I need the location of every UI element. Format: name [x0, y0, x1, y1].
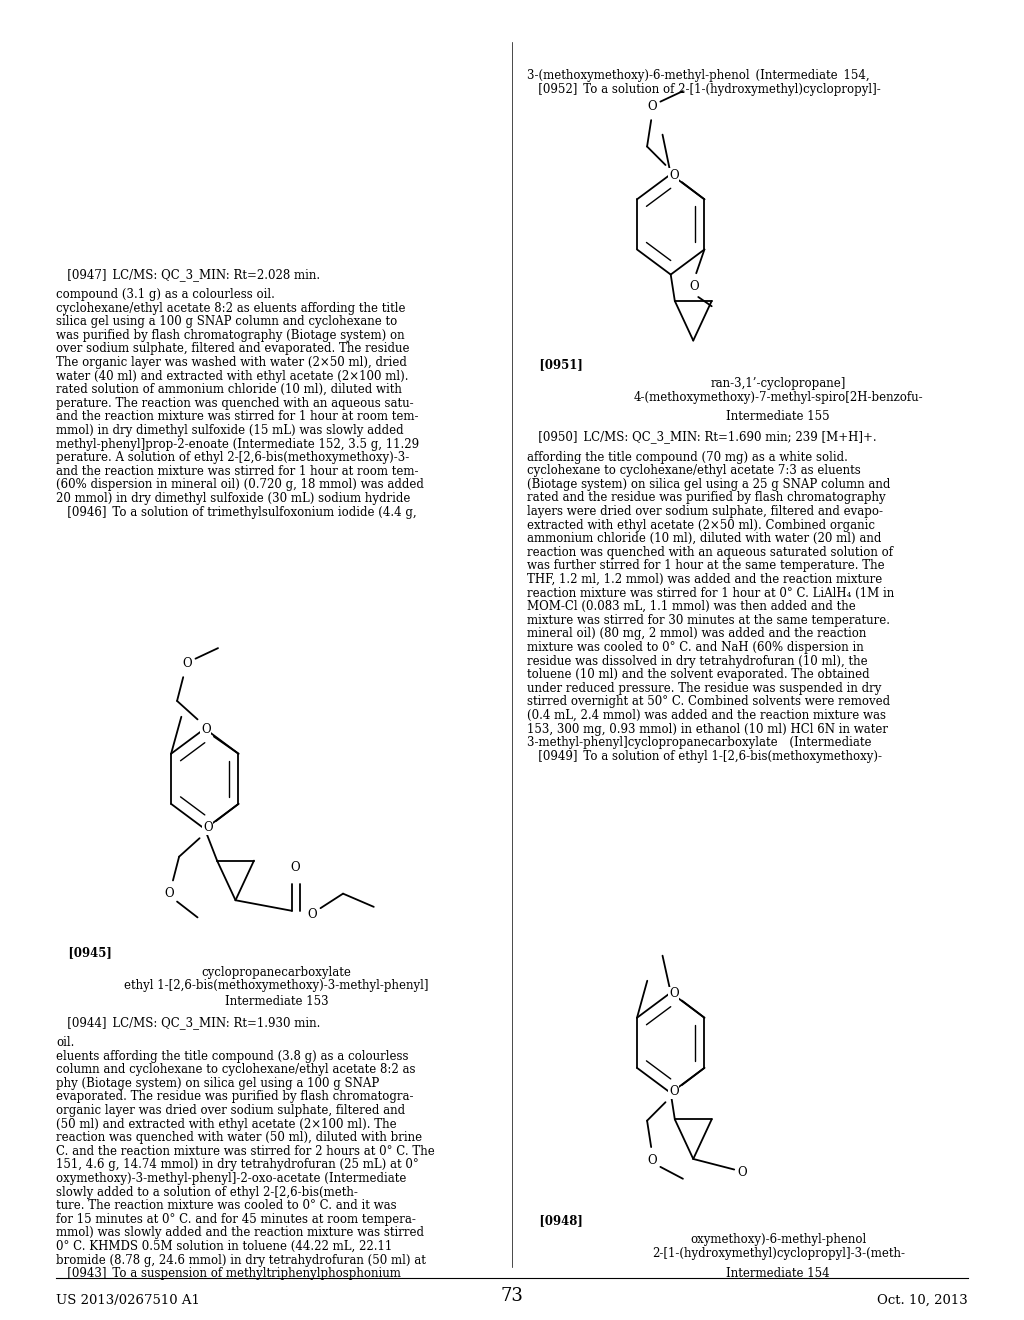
Text: [0949] To a solution of ethyl 1-[2,6-bis(methoxymethoxy)-: [0949] To a solution of ethyl 1-[2,6-bis…: [527, 750, 883, 763]
Text: THF, 1.2 ml, 1.2 mmol) was added and the reaction mixture: THF, 1.2 ml, 1.2 mmol) was added and the…: [527, 573, 883, 586]
Text: O: O: [164, 887, 174, 900]
Text: and the reaction mixture was stirred for 1 hour at room tem-: and the reaction mixture was stirred for…: [56, 411, 419, 424]
Text: (60% dispersion in mineral oil) (0.720 g, 18 mmol) was added: (60% dispersion in mineral oil) (0.720 g…: [56, 478, 424, 491]
Text: [0945]: [0945]: [56, 946, 113, 960]
Text: 2-[1-(hydroxymethyl)cyclopropyl]-3-(meth-: 2-[1-(hydroxymethyl)cyclopropyl]-3-(meth…: [651, 1247, 905, 1259]
Text: [0943] To a suspension of methyltriphenylphosphonium: [0943] To a suspension of methyltripheny…: [56, 1267, 401, 1280]
Text: Intermediate 155: Intermediate 155: [726, 411, 830, 422]
Text: rated solution of ammonium chloride (10 ml), diluted with: rated solution of ammonium chloride (10 …: [56, 383, 402, 396]
Text: column and cyclohexane to cyclohexane/ethyl acetate 8:2 as: column and cyclohexane to cyclohexane/et…: [56, 1064, 416, 1076]
Text: mineral oil) (80 mg, 2 mmol) was added and the reaction: mineral oil) (80 mg, 2 mmol) was added a…: [527, 627, 866, 640]
Text: (Biotage system) on silica gel using a 25 g SNAP column and: (Biotage system) on silica gel using a 2…: [527, 478, 891, 491]
Text: 0° C. KHMDS 0.5M solution in toluene (44.22 mL, 22.11: 0° C. KHMDS 0.5M solution in toluene (44…: [56, 1239, 392, 1253]
Text: phy (Biotage system) on silica gel using a 100 g SNAP: phy (Biotage system) on silica gel using…: [56, 1077, 380, 1090]
Text: Oct. 10, 2013: Oct. 10, 2013: [877, 1294, 968, 1307]
Text: O: O: [290, 861, 300, 874]
Text: layers were dried over sodium sulphate, filtered and evapo-: layers were dried over sodium sulphate, …: [527, 506, 884, 517]
Text: [0946] To a solution of trimethylsulfoxonium iodide (4.4 g,: [0946] To a solution of trimethylsulfoxo…: [56, 506, 417, 519]
Text: O: O: [201, 723, 211, 737]
Text: and the reaction mixture was stirred for 1 hour at room tem-: and the reaction mixture was stirred for…: [56, 465, 419, 478]
Text: [0951]: [0951]: [527, 359, 584, 371]
Text: Intermediate 154: Intermediate 154: [726, 1267, 830, 1280]
Text: ture. The reaction mixture was cooled to 0° C. and it was: ture. The reaction mixture was cooled to…: [56, 1200, 397, 1212]
Text: mixture was cooled to 0° C. and NaH (60% dispersion in: mixture was cooled to 0° C. and NaH (60%…: [527, 642, 864, 653]
Text: methyl-phenyl]prop-2-enoate (Intermediate 152, 3.5 g, 11.29: methyl-phenyl]prop-2-enoate (Intermediat…: [56, 438, 420, 450]
Text: rated and the residue was purified by flash chromatography: rated and the residue was purified by fl…: [527, 491, 886, 504]
Text: reaction was quenched with an aqueous saturated solution of: reaction was quenched with an aqueous sa…: [527, 546, 893, 558]
Text: O: O: [737, 1166, 748, 1179]
Text: mmol) in dry dimethyl sulfoxide (15 mL) was slowly added: mmol) in dry dimethyl sulfoxide (15 mL) …: [56, 424, 403, 437]
Text: cyclohexane to cyclohexane/ethyl acetate 7:3 as eluents: cyclohexane to cyclohexane/ethyl acetate…: [527, 465, 861, 478]
Text: 73: 73: [501, 1287, 523, 1305]
Text: oxymethoxy)-6-methyl-phenol: oxymethoxy)-6-methyl-phenol: [690, 1233, 866, 1246]
Text: (0.4 mL, 2.4 mmol) was added and the reaction mixture was: (0.4 mL, 2.4 mmol) was added and the rea…: [527, 709, 887, 722]
Text: O: O: [689, 280, 699, 293]
Text: stirred overnight at 50° C. Combined solvents were removed: stirred overnight at 50° C. Combined sol…: [527, 696, 891, 709]
Text: residue was dissolved in dry tetrahydrofuran (10 ml), the: residue was dissolved in dry tetrahydrof…: [527, 655, 868, 668]
Text: 153, 300 mg, 0.93 mmol) in ethanol (10 ml) HCl 6N in water: 153, 300 mg, 0.93 mmol) in ethanol (10 m…: [527, 722, 889, 735]
Text: O: O: [182, 657, 193, 671]
Text: MOM-Cl (0.083 mL, 1.1 mmol) was then added and the: MOM-Cl (0.083 mL, 1.1 mmol) was then add…: [527, 601, 856, 614]
Text: ran-3,1’-cyclopropane]: ran-3,1’-cyclopropane]: [711, 378, 846, 391]
Text: 151, 4.6 g, 14.74 mmol) in dry tetrahydrofuran (25 mL) at 0°: 151, 4.6 g, 14.74 mmol) in dry tetrahydr…: [56, 1159, 419, 1171]
Text: water (40 ml) and extracted with ethyl acetate (2×100 ml).: water (40 ml) and extracted with ethyl a…: [56, 370, 409, 383]
Text: cyclopropanecarboxylate: cyclopropanecarboxylate: [202, 965, 351, 978]
Text: affording the title compound (70 mg) as a white solid.: affording the title compound (70 mg) as …: [527, 450, 848, 463]
Text: reaction was quenched with water (50 ml), diluted with brine: reaction was quenched with water (50 ml)…: [56, 1131, 423, 1144]
Text: 3-methyl-phenyl]cyclopropanecarboxylate  (Intermediate: 3-methyl-phenyl]cyclopropanecarboxylate …: [527, 737, 871, 750]
Text: ethyl 1-[2,6-bis(methoxymethoxy)-3-methyl-phenyl]: ethyl 1-[2,6-bis(methoxymethoxy)-3-methy…: [124, 979, 429, 993]
Text: organic layer was dried over sodium sulphate, filtered and: organic layer was dried over sodium sulp…: [56, 1104, 406, 1117]
Text: perature. A solution of ethyl 2-[2,6-bis(methoxymethoxy)-3-: perature. A solution of ethyl 2-[2,6-bis…: [56, 451, 410, 465]
Text: [0947] LC/MS: QC_3_MIN: Rt=2.028 min.: [0947] LC/MS: QC_3_MIN: Rt=2.028 min.: [56, 268, 321, 281]
Text: evaporated. The residue was purified by flash chromatogra-: evaporated. The residue was purified by …: [56, 1090, 414, 1104]
Text: O: O: [307, 908, 317, 921]
Text: C. and the reaction mixture was stirred for 2 hours at 0° C. The: C. and the reaction mixture was stirred …: [56, 1144, 435, 1158]
Text: bromide (8.78 g, 24.6 mmol) in dry tetrahydrofuran (50 ml) at: bromide (8.78 g, 24.6 mmol) in dry tetra…: [56, 1254, 426, 1267]
Text: O: O: [647, 1154, 657, 1167]
Text: oxymethoxy)-3-methyl-phenyl]-2-oxo-acetate (Intermediate: oxymethoxy)-3-methyl-phenyl]-2-oxo-aceta…: [56, 1172, 407, 1185]
Text: 20 mmol) in dry dimethyl sulfoxide (30 mL) sodium hydride: 20 mmol) in dry dimethyl sulfoxide (30 m…: [56, 492, 411, 506]
Text: ammonium chloride (10 ml), diluted with water (20 ml) and: ammonium chloride (10 ml), diluted with …: [527, 532, 882, 545]
Text: toluene (10 ml) and the solvent evaporated. The obtained: toluene (10 ml) and the solvent evaporat…: [527, 668, 870, 681]
Text: O: O: [203, 821, 213, 834]
Text: over sodium sulphate, filtered and evaporated. The residue: over sodium sulphate, filtered and evapo…: [56, 342, 410, 355]
Text: Intermediate 153: Intermediate 153: [224, 995, 329, 1008]
Text: (50 ml) and extracted with ethyl acetate (2×100 ml). The: (50 ml) and extracted with ethyl acetate…: [56, 1118, 397, 1131]
Text: O: O: [669, 169, 679, 182]
Text: mmol) was slowly added and the reaction mixture was stirred: mmol) was slowly added and the reaction …: [56, 1226, 424, 1239]
Text: 3-(methoxymethoxy)-6-methyl-phenol (Intermediate 154,: 3-(methoxymethoxy)-6-methyl-phenol (Inte…: [527, 69, 870, 82]
Text: cyclohexane/ethyl acetate 8:2 as eluents affording the title: cyclohexane/ethyl acetate 8:2 as eluents…: [56, 302, 406, 314]
Text: O: O: [669, 987, 679, 1001]
Text: O: O: [669, 1085, 679, 1098]
Text: slowly added to a solution of ethyl 2-[2,6-bis(meth-: slowly added to a solution of ethyl 2-[2…: [56, 1185, 358, 1199]
Text: for 15 minutes at 0° C. and for 45 minutes at room tempera-: for 15 minutes at 0° C. and for 45 minut…: [56, 1213, 416, 1226]
Text: compound (3.1 g) as a colourless oil.: compound (3.1 g) as a colourless oil.: [56, 288, 275, 301]
Text: [0950] LC/MS: QC_3_MIN: Rt=1.690 min; 239 [M+H]+.: [0950] LC/MS: QC_3_MIN: Rt=1.690 min; 23…: [527, 430, 877, 444]
Text: was purified by flash chromatography (Biotage system) on: was purified by flash chromatography (Bi…: [56, 329, 404, 342]
Text: [0952] To a solution of 2-[1-(hydroxymethyl)cyclopropyl]-: [0952] To a solution of 2-[1-(hydroxymet…: [527, 83, 881, 96]
Text: was further stirred for 1 hour at the same temperature. The: was further stirred for 1 hour at the sa…: [527, 560, 885, 573]
Text: perature. The reaction was quenched with an aqueous satu-: perature. The reaction was quenched with…: [56, 397, 414, 409]
Text: eluents affording the title compound (3.8 g) as a colourless: eluents affording the title compound (3.…: [56, 1049, 409, 1063]
Text: extracted with ethyl acetate (2×50 ml). Combined organic: extracted with ethyl acetate (2×50 ml). …: [527, 519, 876, 532]
Text: [0944] LC/MS: QC_3_MIN: Rt=1.930 min.: [0944] LC/MS: QC_3_MIN: Rt=1.930 min.: [56, 1016, 321, 1028]
Text: The organic layer was washed with water (2×50 ml), dried: The organic layer was washed with water …: [56, 356, 408, 370]
Text: mixture was stirred for 30 minutes at the same temperature.: mixture was stirred for 30 minutes at th…: [527, 614, 890, 627]
Text: under reduced pressure. The residue was suspended in dry: under reduced pressure. The residue was …: [527, 682, 882, 694]
Text: reaction mixture was stirred for 1 hour at 0° C. LiAlH₄ (1M in: reaction mixture was stirred for 1 hour …: [527, 586, 895, 599]
Text: silica gel using a 100 g SNAP column and cyclohexane to: silica gel using a 100 g SNAP column and…: [56, 315, 397, 329]
Text: oil.: oil.: [56, 1036, 75, 1049]
Text: US 2013/0267510 A1: US 2013/0267510 A1: [56, 1294, 201, 1307]
Text: O: O: [647, 100, 657, 114]
Text: 4-(methoxymethoxy)-7-methyl-spiro[2H-benzofu-: 4-(methoxymethoxy)-7-methyl-spiro[2H-ben…: [634, 391, 923, 404]
Text: [0948]: [0948]: [527, 1214, 584, 1228]
